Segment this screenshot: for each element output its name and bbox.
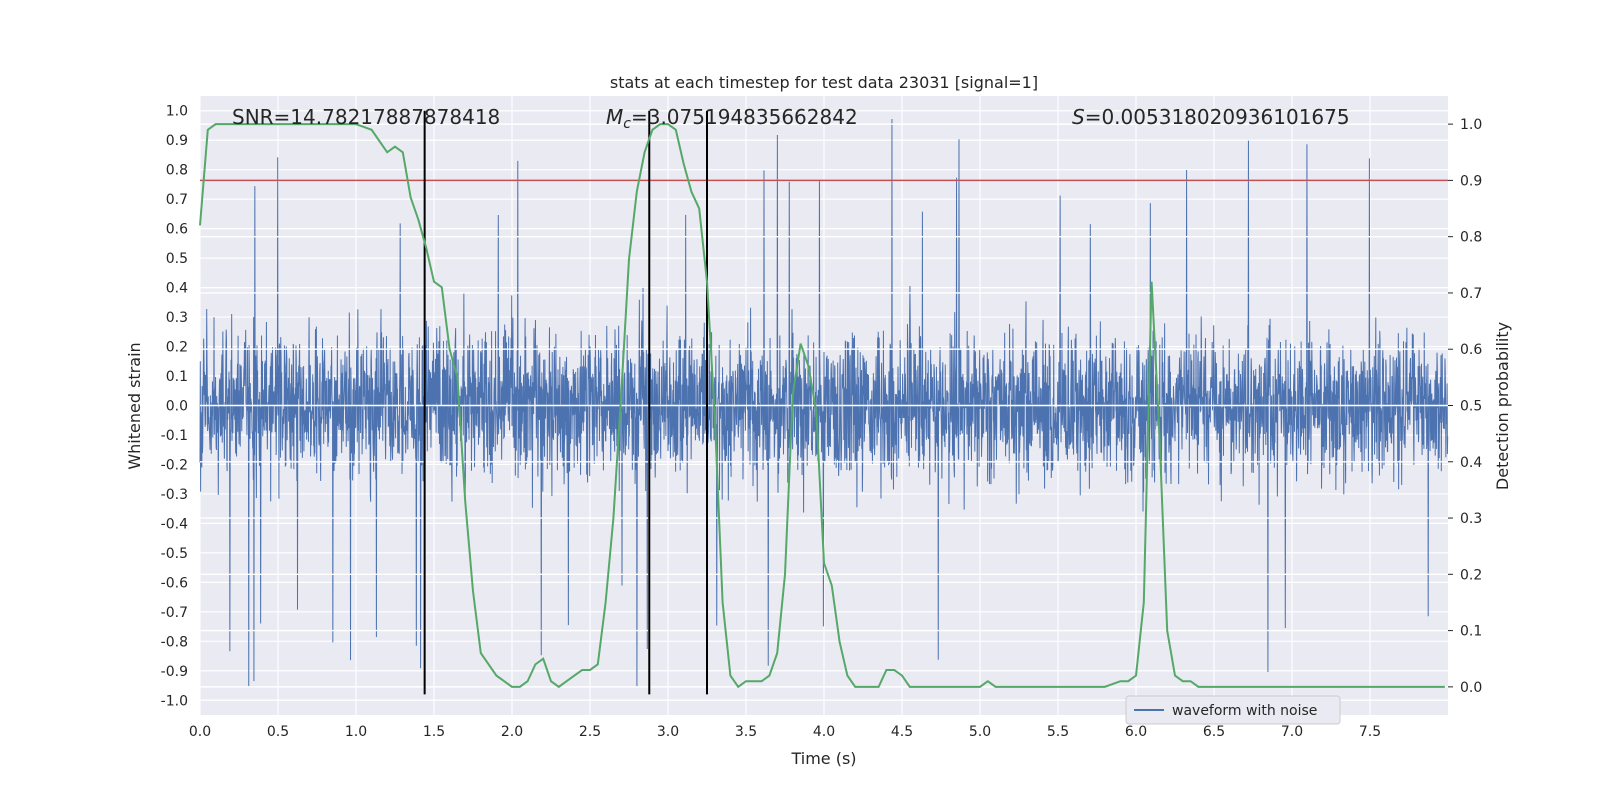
- x-tick-label: 6.5: [1203, 724, 1225, 740]
- y-tick-label: 0.1: [166, 369, 188, 385]
- y-tick-label: 0.3: [166, 310, 188, 326]
- x-tick-label: 5.5: [1047, 724, 1069, 740]
- right-tick-label: 0.2: [1460, 567, 1482, 583]
- y-tick-label: -0.8: [161, 634, 188, 650]
- x-tick-label: 3.0: [657, 724, 679, 740]
- snr-annotation: SNR=14.78217887878418: [232, 105, 500, 129]
- y-tick-label: -0.2: [161, 457, 188, 473]
- right-axis-label: Detection probability: [1493, 322, 1512, 490]
- y-tick-label: -0.5: [161, 546, 188, 562]
- y-tick-label: -0.7: [161, 605, 188, 621]
- x-tick-label: 7.0: [1281, 724, 1303, 740]
- y-tick-label: 0.0: [166, 399, 188, 415]
- grid-overlay: [200, 123, 1448, 688]
- y-tick-label: -0.9: [161, 664, 188, 680]
- right-axis-ticks: 1.0 0.9 0.8 0.7 0.6 0.5 0.4 0.3 0.2 0.1 0.0: [1448, 117, 1482, 696]
- x-axis-ticks: 0.0 0.5 1.0 1.5 2.0 2.5 3.0 3.5 4.0 4.5 5.0 5.5 6.0 6…: [189, 724, 1381, 740]
- right-tick-label: 0.3: [1460, 511, 1482, 527]
- s-annotation: S=0.005318020936101675: [1072, 105, 1350, 129]
- chart-title: stats at each timestep for test data 230…: [610, 73, 1038, 92]
- right-tick-label: 0.7: [1460, 286, 1482, 302]
- x-tick-label: 4.5: [891, 724, 913, 740]
- y-tick-label: 0.5: [166, 251, 188, 267]
- y-tick-label: -1.0: [161, 693, 188, 709]
- y-tick-label: 0.6: [166, 222, 188, 238]
- x-tick-label: 5.0: [969, 724, 991, 740]
- x-tick-label: 3.5: [735, 724, 757, 740]
- x-tick-label: 6.0: [1125, 724, 1147, 740]
- y-axis-label: Whitened strain: [125, 342, 144, 469]
- y-tick-label: -0.1: [161, 428, 188, 444]
- right-tick-label: 0.9: [1460, 173, 1482, 189]
- x-tick-label: 0.5: [267, 724, 289, 740]
- x-tick-label: 0.0: [189, 724, 211, 740]
- vertical-markers: [423, 110, 708, 695]
- legend: waveform with noise: [1125, 695, 1341, 725]
- x-tick-label: 1.0: [345, 724, 367, 740]
- x-tick-label: 7.5: [1359, 724, 1381, 740]
- x-tick-label: 1.5: [423, 724, 445, 740]
- right-tick-label: 0.6: [1460, 342, 1482, 358]
- y-tick-label: 0.4: [166, 281, 188, 297]
- legend-label: waveform with noise: [1172, 703, 1317, 719]
- x-axis-label: Time (s): [790, 749, 856, 768]
- y-tick-label: 1.0: [166, 104, 188, 120]
- y-tick-label: 0.7: [166, 192, 188, 208]
- y-tick-label: 0.9: [166, 133, 188, 149]
- y-tick-label: -0.3: [161, 487, 188, 503]
- legend-box: [1125, 695, 1341, 725]
- x-tick-label: 2.5: [579, 724, 601, 740]
- right-tick-label: 1.0: [1460, 117, 1482, 133]
- y-tick-label: -0.6: [161, 575, 188, 591]
- y-tick-label: -0.4: [161, 516, 188, 532]
- detection-probability-series: [199, 123, 1445, 689]
- right-tick-label: 0.5: [1460, 399, 1482, 415]
- right-tick-label: 0.1: [1460, 624, 1482, 640]
- chirp-mass-annotation: Mc=3.075194835662842: [606, 105, 858, 132]
- x-tick-label: 2.0: [501, 724, 523, 740]
- right-tick-label: 0.8: [1460, 230, 1482, 246]
- y-axis-ticks: 1.0 0.9 0.8 0.7 0.6 0.5 0.4 0.3 0.2 0.1 0.0 -0.1 -0.…: [161, 104, 188, 710]
- right-tick-label: 0.0: [1460, 680, 1482, 696]
- right-tick-label: 0.4: [1460, 455, 1482, 471]
- y-tick-label: 0.8: [166, 163, 188, 179]
- x-tick-label: 4.0: [813, 724, 835, 740]
- y-tick-label: 0.2: [166, 340, 188, 356]
